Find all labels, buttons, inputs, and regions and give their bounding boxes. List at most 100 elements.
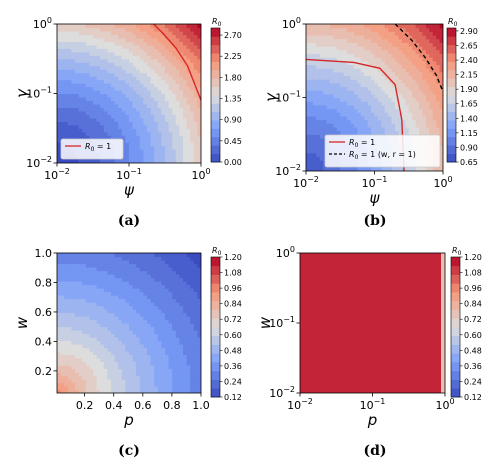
heatmap-cell — [85, 121, 90, 126]
heatmap-cell — [422, 49, 427, 54]
heatmap-cell — [312, 90, 317, 95]
heatmap-cell — [132, 37, 137, 42]
heatmap-cell — [67, 128, 72, 133]
heatmap-cell — [197, 159, 201, 163]
heatmap-cell — [64, 79, 69, 84]
heatmap-cell — [121, 302, 126, 307]
heatmap-cell — [415, 71, 420, 77]
heatmap-cell — [121, 96, 126, 102]
heatmap-cell — [371, 38, 376, 43]
heatmap-cell — [377, 167, 382, 171]
heatmap-cell — [439, 38, 443, 43]
heatmap-cell — [107, 281, 112, 286]
heatmap-cell — [161, 302, 166, 307]
heatmap-cell — [67, 263, 72, 268]
heatmap-cell — [432, 167, 437, 171]
heatmap-cell — [179, 260, 184, 265]
heatmap-cell — [89, 34, 94, 39]
heatmap-cell — [377, 31, 382, 36]
heatmap-cell — [172, 100, 177, 105]
heatmap-cell — [350, 68, 355, 73]
heatmap-cell — [107, 309, 112, 314]
heatmap-cell — [75, 358, 80, 363]
heatmap-cell — [71, 281, 76, 286]
heatmap-cell — [190, 291, 195, 296]
heatmap-cell — [121, 41, 126, 46]
heatmap-cell — [412, 97, 417, 102]
heatmap-cell — [384, 64, 389, 69]
heatmap-cell — [157, 142, 162, 147]
heatmap-cell — [125, 368, 130, 373]
heatmap-cell — [107, 117, 112, 122]
colorbar-tick-label: 2.90 — [460, 27, 478, 36]
heatmap-cell — [316, 130, 321, 135]
heatmap-cell — [183, 41, 188, 46]
heatmap-cell — [168, 100, 173, 105]
heatmap-cell — [132, 83, 137, 88]
heatmap-cell — [111, 24, 116, 29]
heatmap-cell — [82, 128, 87, 133]
heatmap-cell — [350, 24, 355, 29]
heatmap-cell — [89, 323, 94, 328]
heatmap-cell — [60, 30, 65, 36]
heatmap-cell — [60, 110, 65, 115]
heatmap-cell — [316, 68, 321, 73]
heatmap-cell — [333, 93, 338, 99]
heatmap-cell — [154, 253, 159, 258]
heatmap-cell — [412, 27, 417, 32]
heatmap-cell — [96, 312, 101, 317]
heatmap-cell — [377, 57, 382, 62]
heatmap-cell — [71, 270, 76, 275]
heatmap-cell — [136, 117, 141, 122]
heatmap-cell — [132, 358, 137, 363]
heatmap-cell — [161, 288, 166, 293]
heatmap-cell — [100, 361, 105, 366]
heatmap-cell — [139, 312, 144, 317]
heatmap-cell — [118, 361, 123, 366]
heatmap-cell — [85, 305, 90, 310]
heatmap-cell — [309, 79, 314, 84]
heatmap-cell — [143, 288, 148, 293]
heatmap-cell — [60, 83, 65, 88]
heatmap-cell — [60, 131, 65, 136]
heatmap-cell — [136, 62, 141, 67]
heatmap-cell — [150, 117, 155, 122]
heatmap-cell — [157, 58, 162, 63]
heatmap-cell — [326, 42, 331, 47]
heatmap-cell — [357, 27, 362, 32]
heatmap-cell — [82, 34, 87, 39]
heatmap-cell — [132, 156, 137, 161]
heatmap-cell — [57, 333, 62, 338]
heatmap-cell — [197, 124, 201, 129]
heatmap-cell — [78, 37, 83, 42]
heatmap-cell — [388, 57, 393, 62]
heatmap-cell — [75, 96, 80, 102]
heatmap-cell — [114, 69, 119, 74]
heatmap-cell — [143, 44, 148, 49]
heatmap-cell — [71, 267, 76, 272]
heatmap-cell — [125, 379, 130, 384]
heatmap-cell — [154, 90, 159, 95]
heatmap-cell — [100, 110, 105, 115]
heatmap-cell — [125, 344, 130, 349]
heatmap-cell — [186, 156, 191, 161]
heatmap-cell — [139, 267, 144, 272]
heatmap-cell — [121, 93, 126, 98]
heatmap-cell — [306, 152, 311, 157]
heatmap-cell — [118, 62, 123, 67]
heatmap-cell — [96, 281, 101, 286]
heatmap-cell — [89, 305, 94, 310]
heatmap-cell — [190, 358, 195, 363]
heatmap-cell — [175, 337, 180, 342]
heatmap-cell — [357, 119, 362, 124]
heatmap-cell — [165, 291, 170, 296]
heatmap-cell — [82, 330, 87, 335]
heatmap-cell — [405, 97, 410, 102]
heatmap-cell — [336, 108, 341, 113]
heatmap-cell — [147, 347, 152, 352]
heatmap-cell — [132, 96, 137, 102]
heatmap-cell — [395, 60, 400, 66]
heatmap-cell — [96, 41, 101, 46]
heatmap-cell — [85, 100, 90, 105]
heatmap-cell — [125, 51, 130, 56]
